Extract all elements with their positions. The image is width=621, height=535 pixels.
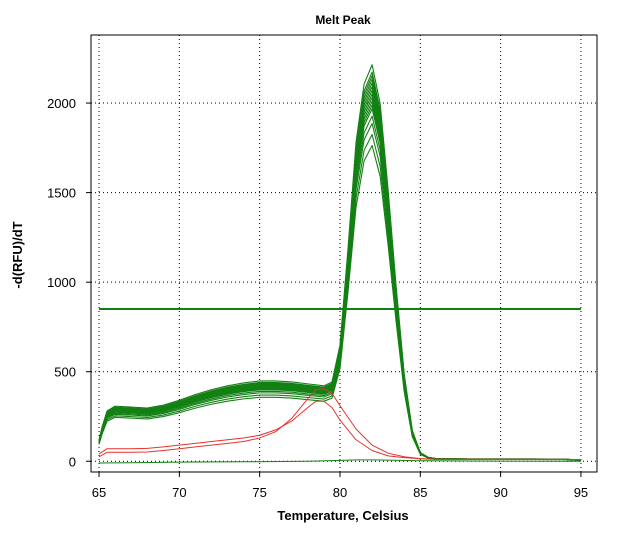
y-tick-label: 500 (54, 365, 76, 380)
melt-curve-sample-15 (98, 71, 581, 461)
series-group (98, 64, 581, 464)
y-tick-label: 0 (69, 454, 76, 469)
x-tick-label: 75 (252, 485, 266, 500)
x-tick-label: 65 (92, 485, 106, 500)
y-tick-label: 2000 (47, 96, 76, 111)
y-axis-label: -d(RFU)/dT (10, 221, 25, 288)
x-tick-label: 85 (413, 485, 427, 500)
melt-curve-sample-16 (98, 64, 581, 461)
axis-ticks: 65 70 75 80 85 90 95 0 500 1000 1500 2000 (47, 96, 588, 500)
melt-curve-red-2 (98, 388, 581, 460)
chart-title: Melt Peak (315, 13, 371, 27)
x-tick-label: 80 (333, 485, 347, 500)
melt-curve-green-3 (99, 459, 581, 464)
x-tick-label: 95 (574, 485, 588, 500)
x-axis-label: Temperature, Celsius (277, 508, 408, 523)
y-tick-label: 1000 (47, 275, 76, 290)
x-tick-label: 70 (172, 485, 186, 500)
grid (91, 35, 597, 472)
x-tick-label: 90 (493, 485, 507, 500)
y-tick-label: 1500 (47, 186, 76, 201)
plot-frame (90, 34, 598, 473)
